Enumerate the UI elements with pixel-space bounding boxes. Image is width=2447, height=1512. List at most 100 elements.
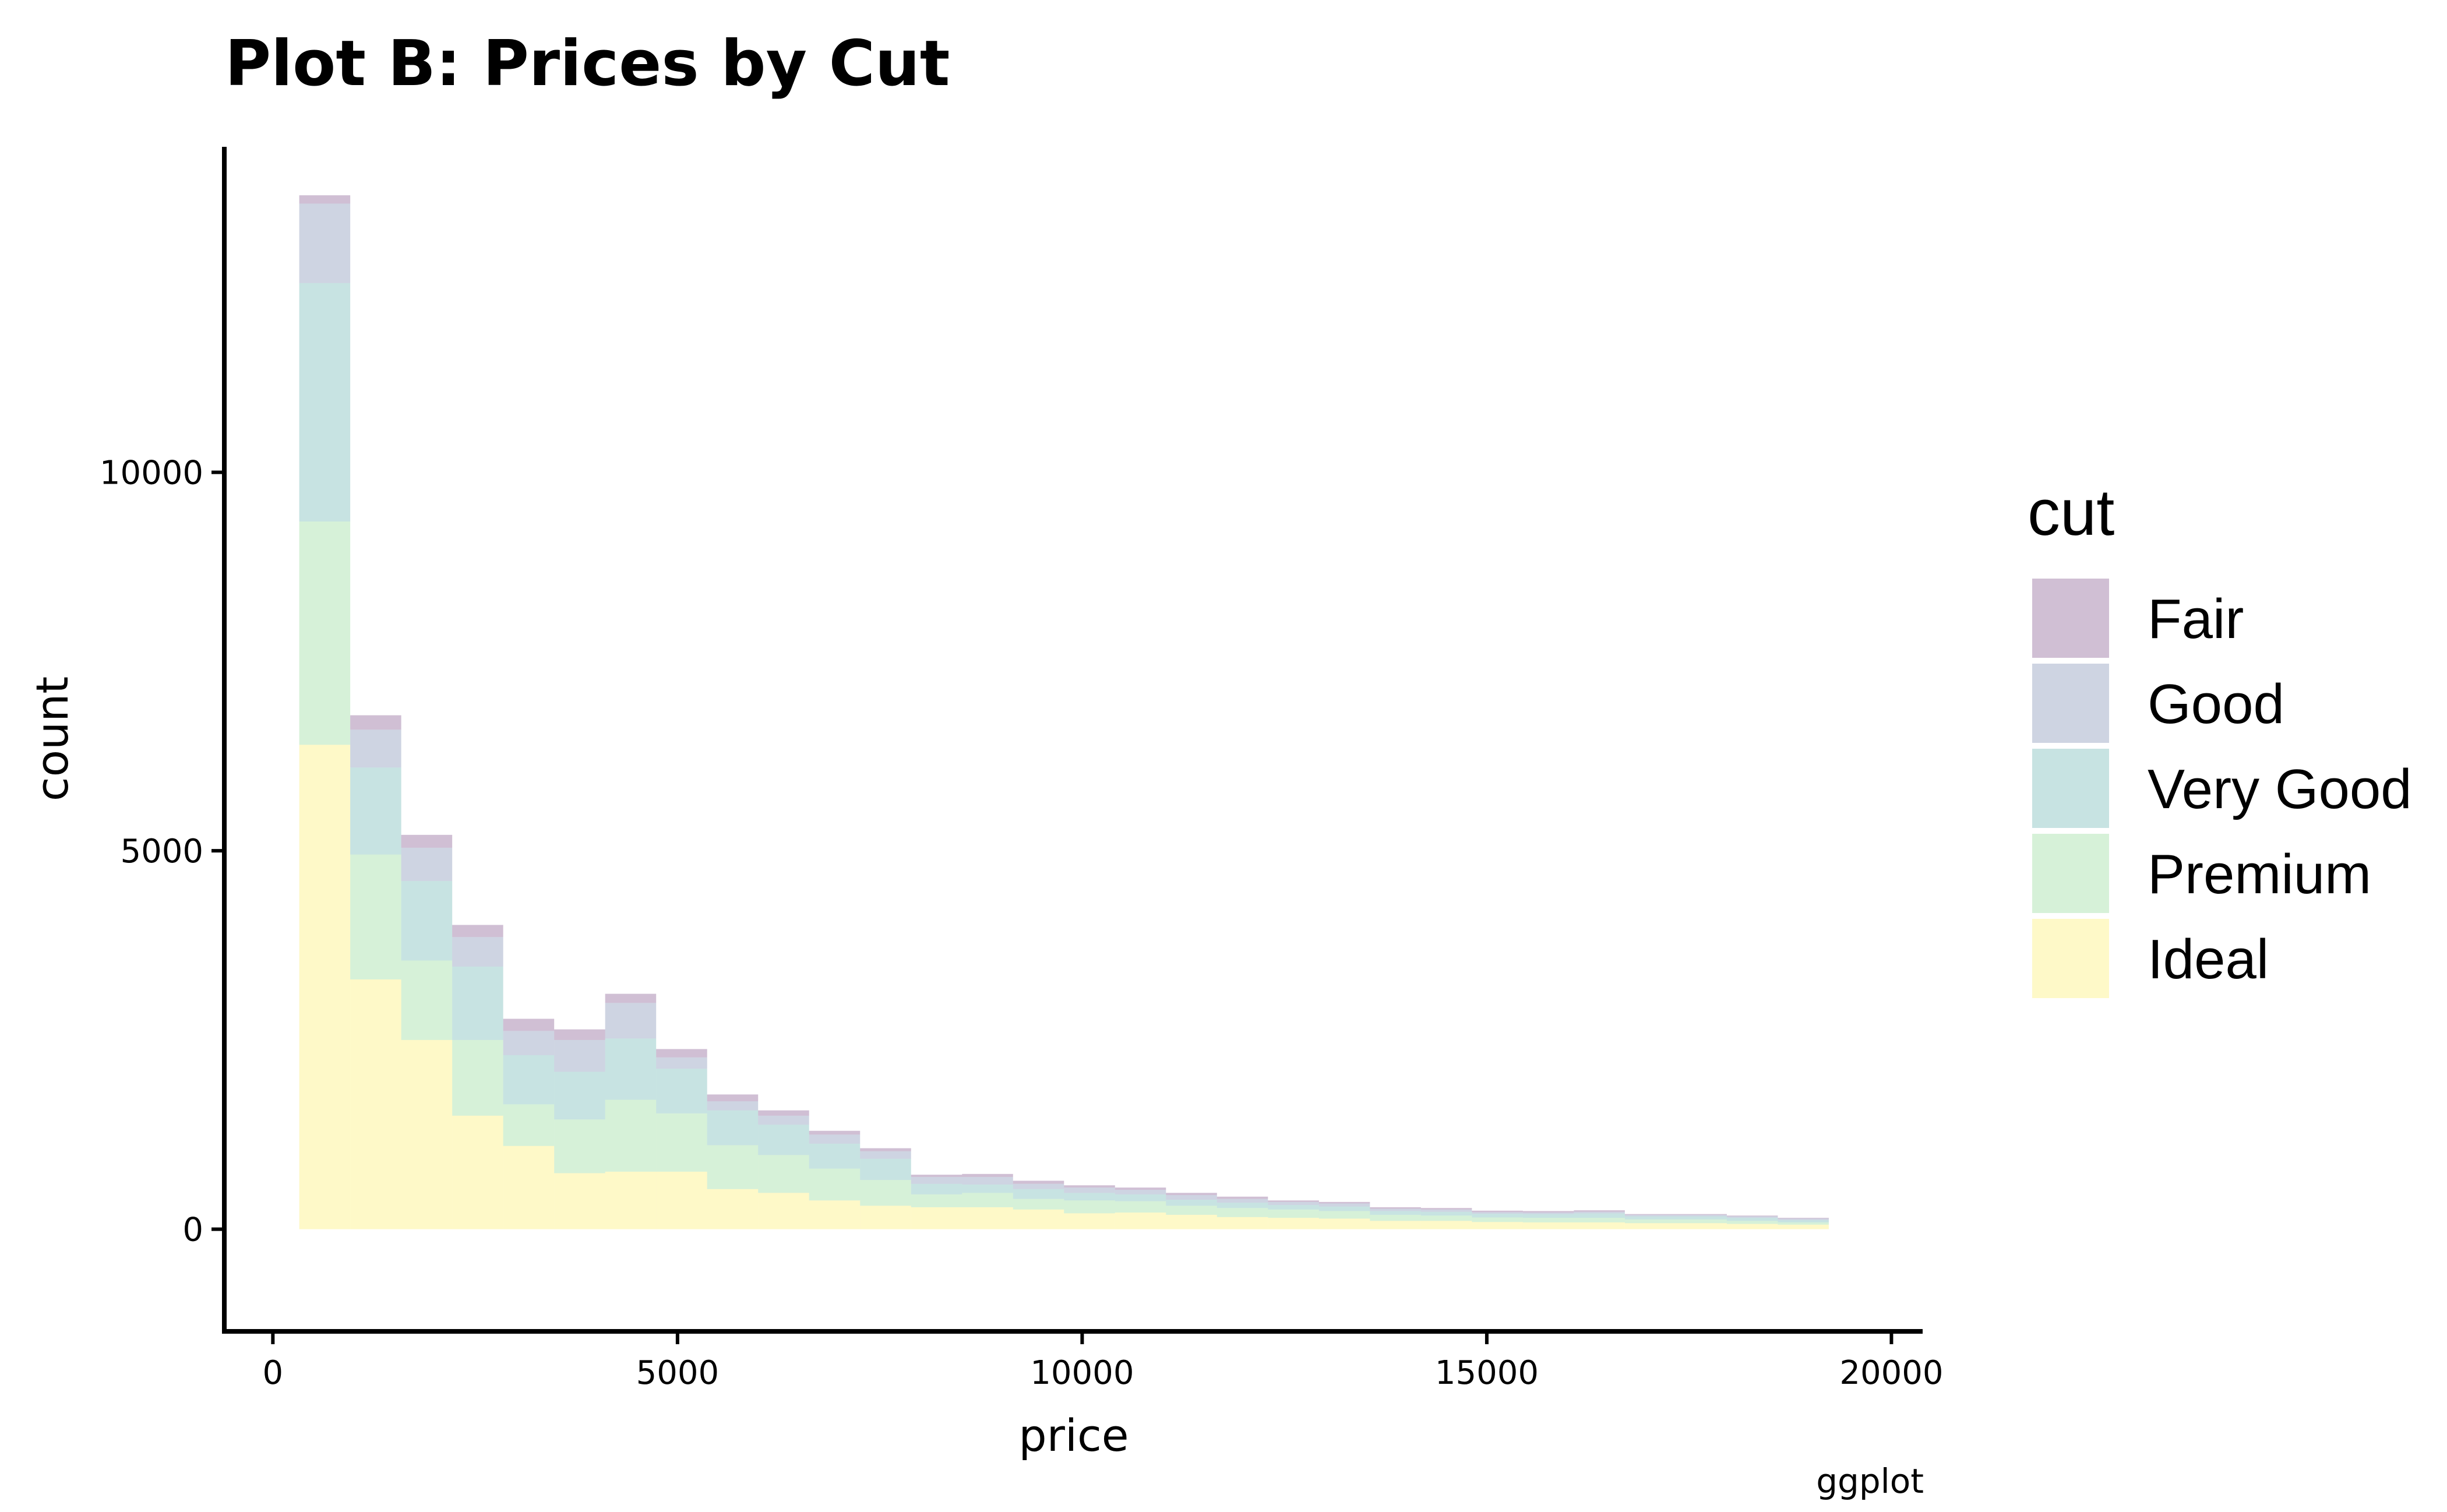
bar-ideal-bin-16 <box>1064 1213 1115 1229</box>
bar-good-bin-19 <box>1217 1199 1268 1203</box>
bar-premium-bin-15 <box>1013 1199 1064 1210</box>
bar-fair-bin-3 <box>401 834 453 848</box>
bar-ideal-bin-13 <box>911 1207 962 1229</box>
bar-ideal-bin-11 <box>809 1200 861 1229</box>
bar-fair-bin-7 <box>605 993 657 1003</box>
bar-premium-bin-24 <box>1472 1217 1523 1222</box>
bar-premium-bin-20 <box>1268 1209 1319 1218</box>
bar-good-bin-8 <box>656 1057 707 1069</box>
bar-good-bin-9 <box>707 1101 759 1111</box>
bar-fair-bin-11 <box>809 1130 861 1135</box>
bar-ideal-bin-4 <box>452 1115 503 1229</box>
bar-premium-bin-7 <box>605 1099 657 1172</box>
bar-ideal-bin-1 <box>299 745 351 1229</box>
bar-good-bin-30 <box>1778 1218 1829 1221</box>
legend-item-very-good: Very Good <box>2032 749 2412 828</box>
bar-ideal-bin-25 <box>1522 1222 1574 1229</box>
bar-good-bin-11 <box>809 1134 861 1144</box>
bar-fair-bin-28 <box>1676 1214 1727 1215</box>
legend-key <box>2032 579 2109 658</box>
legend-label: Very Good <box>2148 758 2412 820</box>
bar-fair-bin-2 <box>350 715 401 730</box>
bar-ideal-bin-29 <box>1726 1224 1778 1229</box>
bar-premium-bin-26 <box>1574 1218 1625 1222</box>
caption: ggplot <box>1816 1461 1924 1501</box>
bar-premium-bin-1 <box>299 521 351 745</box>
bar-good-bin-22 <box>1370 1208 1421 1211</box>
bar-very-good-bin-1 <box>299 283 351 522</box>
bar-fair-bin-15 <box>1013 1180 1064 1184</box>
bar-fair-bin-27 <box>1624 1214 1676 1215</box>
bar-good-bin-4 <box>452 937 503 967</box>
chart-title: Plot B: Prices by Cut <box>225 27 950 100</box>
bar-very-good-bin-16 <box>1064 1193 1115 1201</box>
bar-fair-bin-22 <box>1370 1207 1421 1209</box>
y-axis: 0 5000 10000 <box>100 454 224 1249</box>
bar-fair-bin-4 <box>452 925 503 937</box>
bar-very-good-bin-10 <box>758 1125 809 1155</box>
bar-very-good-bin-24 <box>1472 1213 1523 1218</box>
bar-good-bin-7 <box>605 1003 657 1039</box>
bar-good-bin-29 <box>1726 1216 1778 1218</box>
bar-ideal-bin-3 <box>401 1039 453 1229</box>
bar-ideal-bin-30 <box>1778 1224 1829 1229</box>
bar-premium-bin-8 <box>656 1113 707 1172</box>
bar-ideal-bin-12 <box>860 1206 911 1229</box>
bar-good-bin-21 <box>1318 1203 1370 1207</box>
x-tick-label: 0 <box>263 1354 284 1392</box>
bar-good-bin-28 <box>1676 1214 1727 1217</box>
bar-fair-bin-21 <box>1318 1201 1370 1204</box>
bar-premium-bin-22 <box>1370 1214 1421 1221</box>
bar-premium-bin-6 <box>554 1119 605 1173</box>
bar-very-good-bin-9 <box>707 1110 759 1146</box>
bar-premium-bin-11 <box>809 1168 861 1201</box>
x-tick-label: 20000 <box>1839 1354 1943 1392</box>
bar-very-good-bin-18 <box>1166 1199 1217 1206</box>
bar-premium-bin-17 <box>1115 1201 1166 1213</box>
legend-key <box>2032 834 2109 913</box>
x-tick-label: 15000 <box>1435 1354 1539 1392</box>
bar-ideal-bin-23 <box>1420 1221 1472 1229</box>
legend-label: Fair <box>2148 588 2244 650</box>
bar-good-bin-25 <box>1522 1213 1574 1214</box>
bar-fair-bin-8 <box>656 1049 707 1058</box>
bar-ideal-bin-18 <box>1166 1214 1217 1229</box>
legend: Fair Good Very Good Premium Ideal <box>2032 579 2412 998</box>
x-tick-label: 5000 <box>636 1354 720 1392</box>
legend-label: Good <box>2148 673 2284 735</box>
legend-item-good: Good <box>2032 664 2284 743</box>
bar-very-good-bin-22 <box>1370 1211 1421 1215</box>
legend-key <box>2032 749 2109 828</box>
bar-fair-bin-24 <box>1472 1210 1523 1213</box>
bar-fair-bin-6 <box>554 1029 605 1040</box>
bar-ideal-bin-26 <box>1574 1222 1625 1229</box>
bar-very-good-bin-7 <box>605 1038 657 1100</box>
bar-premium-bin-30 <box>1778 1222 1829 1225</box>
bar-very-good-bin-11 <box>809 1143 861 1169</box>
y-tick-label: 10000 <box>100 454 203 492</box>
bar-good-bin-6 <box>554 1039 605 1072</box>
bar-good-bin-13 <box>911 1176 962 1184</box>
bar-very-good-bin-25 <box>1522 1214 1574 1218</box>
bar-ideal-bin-24 <box>1472 1222 1523 1229</box>
bar-good-bin-12 <box>860 1151 911 1159</box>
bar-premium-bin-21 <box>1318 1211 1370 1219</box>
bar-very-good-bin-23 <box>1420 1211 1472 1216</box>
bar-premium-bin-5 <box>503 1104 555 1146</box>
y-tick-label: 0 <box>182 1211 203 1249</box>
bar-good-bin-15 <box>1013 1183 1064 1189</box>
bar-premium-bin-9 <box>707 1145 759 1189</box>
legend-item-premium: Premium <box>2032 834 2371 913</box>
bar-very-good-bin-21 <box>1318 1206 1370 1211</box>
bar-premium-bin-12 <box>860 1180 911 1206</box>
bar-fair-bin-29 <box>1726 1215 1778 1217</box>
bar-ideal-bin-6 <box>554 1173 605 1229</box>
bar-very-good-bin-3 <box>401 881 453 961</box>
bar-ideal-bin-22 <box>1370 1221 1421 1229</box>
legend-key <box>2032 919 2109 998</box>
bar-premium-bin-4 <box>452 1039 503 1116</box>
legend-label: Ideal <box>2148 928 2269 991</box>
bar-very-good-bin-14 <box>962 1184 1013 1193</box>
bar-premium-bin-2 <box>350 854 401 979</box>
bar-premium-bin-27 <box>1624 1219 1676 1224</box>
